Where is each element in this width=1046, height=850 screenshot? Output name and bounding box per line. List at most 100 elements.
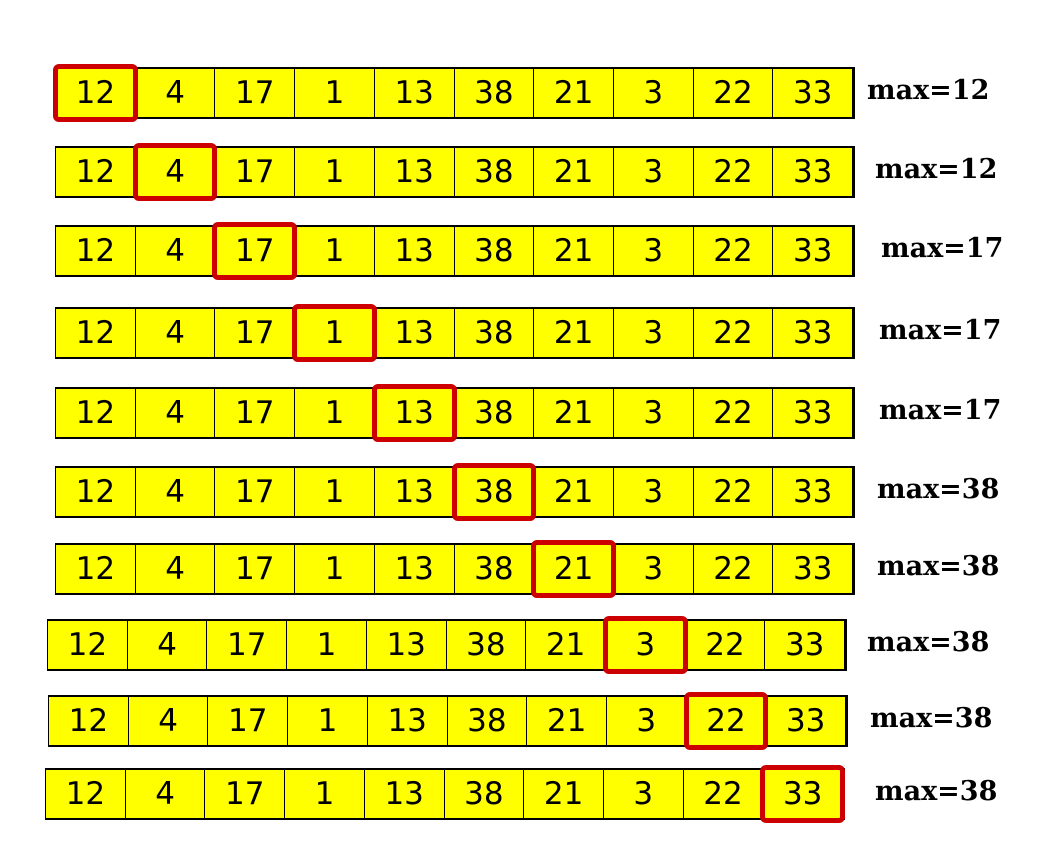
array-cell: 1 [295, 69, 375, 117]
array-strip: 12 4 17 1 13 38 21 3 22 33 [55, 540, 855, 598]
max-label: max=17 [879, 395, 1002, 426]
max-label: max=38 [877, 551, 1000, 582]
array-cell-current: 1 [292, 304, 377, 362]
array-cell: 38 [455, 69, 535, 117]
array-cell: 17 [205, 770, 286, 818]
max-label: max=12 [875, 154, 998, 185]
max-label: max=38 [870, 703, 993, 734]
array-cell: 13 [375, 227, 455, 275]
array-cell: 17 [215, 309, 296, 357]
array-cell: 4 [129, 697, 209, 745]
array-cell: 21 [534, 468, 614, 516]
array-cell: 1 [295, 545, 375, 593]
array-cell-current: 22 [683, 692, 769, 750]
array-cell: 38 [447, 621, 527, 669]
array-cell: 12 [56, 309, 136, 357]
array-strip: 12 4 17 1 13 38 21 3 22 33 [53, 64, 855, 122]
array-cell: 13 [368, 697, 448, 745]
array-row: 12 4 17 1 13 38 21 3 22 33 max=17 [55, 304, 1046, 362]
array-strip: 12 4 17 1 13 38 21 3 22 33 [47, 616, 847, 674]
array-cell: 17 [215, 468, 296, 516]
max-label: max=17 [881, 233, 1004, 264]
array-cell: 13 [375, 309, 455, 357]
array-cell: 38 [455, 309, 535, 357]
array-cell: 22 [694, 389, 774, 437]
array-cell: 13 [365, 770, 445, 818]
array-cell: 33 [784, 627, 825, 663]
array-cell: 21 [534, 227, 614, 275]
array-cell: 22 [686, 621, 766, 669]
array-cell: 22 [694, 227, 774, 275]
array-strip: 12 4 17 1 13 38 21 3 22 33 [55, 143, 855, 201]
array-cell: 17 [215, 69, 296, 117]
max-label: max=12 [867, 75, 990, 106]
array-cell: 33 [792, 395, 833, 431]
array-cell: 13 [375, 148, 455, 196]
array-cell: 38 [455, 148, 535, 196]
array-cell: 4 [136, 389, 216, 437]
array-cell: 38 [448, 697, 528, 745]
array-cell: 38 [455, 227, 535, 275]
array-cell-current: 12 [53, 64, 138, 122]
array-row: 12 4 17 1 13 38 21 3 22 33 max=12 [53, 64, 1046, 122]
array-cell: 22 [694, 545, 774, 593]
array-row: 12 4 17 1 13 38 21 3 22 33 max=38 [47, 616, 1046, 674]
array-cell: 33 [792, 551, 833, 587]
array-cell-current: 17 [212, 222, 297, 280]
array-cell: 17 [215, 148, 296, 196]
array-cell: 21 [526, 621, 606, 669]
array-cell: 22 [684, 770, 764, 818]
array-cell: 13 [375, 545, 455, 593]
array-cell: 4 [136, 227, 216, 275]
array-cell: 12 [56, 148, 136, 196]
array-cell: 12 [56, 389, 136, 437]
array-cell: 3 [614, 69, 694, 117]
array-cell: 1 [287, 621, 367, 669]
array-cell: 4 [128, 621, 208, 669]
array-cell: 4 [126, 770, 206, 818]
array-cell: 13 [367, 621, 447, 669]
array-cell: 3 [614, 389, 694, 437]
array-cell: 33 [792, 154, 833, 190]
array-row: 12 4 17 1 13 38 21 3 22 33 max=38 [45, 765, 1045, 823]
array-cell: 38 [455, 389, 535, 437]
array-cell: 33 [792, 315, 833, 351]
array-cell: 33 [792, 474, 833, 510]
array-cell-current: 3 [602, 616, 688, 674]
array-cell: 21 [527, 697, 607, 745]
max-label: max=38 [867, 627, 990, 658]
array-cell: 22 [694, 309, 774, 357]
array-strip: 12 4 17 1 13 38 21 3 22 33 [45, 765, 845, 823]
array-cell: 1 [288, 697, 368, 745]
array-cell: 4 [136, 468, 216, 516]
array-cell: 1 [285, 770, 365, 818]
array-cell-current: 21 [531, 540, 616, 598]
array-cell: 1 [295, 468, 375, 516]
array-cell: 1 [295, 148, 375, 196]
array-cell: 13 [375, 468, 455, 516]
array-cell: 13 [375, 69, 455, 117]
array-cell: 21 [534, 69, 614, 117]
array-cell: 12 [48, 621, 128, 669]
array-cell-current: 33 [760, 765, 845, 823]
array-cell: 33 [792, 233, 833, 269]
array-cell: 17 [208, 697, 289, 745]
array-cell: 3 [614, 148, 694, 196]
max-label: max=17 [879, 315, 1002, 346]
array-cell: 22 [694, 468, 774, 516]
array-cell: 17 [215, 389, 296, 437]
array-cell: 21 [534, 309, 614, 357]
array-cell: 12 [46, 770, 126, 818]
array-row: 12 4 17 1 13 38 21 3 22 33 max=38 [48, 692, 1046, 750]
array-strip: 12 4 17 1 13 38 21 3 22 33 [55, 463, 855, 521]
array-strip: 12 4 17 1 13 38 21 3 22 33 [55, 222, 855, 280]
array-cell: 3 [614, 227, 694, 275]
array-cell: 12 [56, 545, 136, 593]
array-cell-current: 4 [132, 143, 218, 201]
array-cell: 21 [534, 148, 614, 196]
max-label: max=38 [875, 776, 998, 807]
array-row: 12 4 17 1 13 38 21 3 22 33 max=38 [55, 540, 1046, 598]
array-cell: 21 [534, 389, 614, 437]
array-cell: 3 [614, 309, 694, 357]
